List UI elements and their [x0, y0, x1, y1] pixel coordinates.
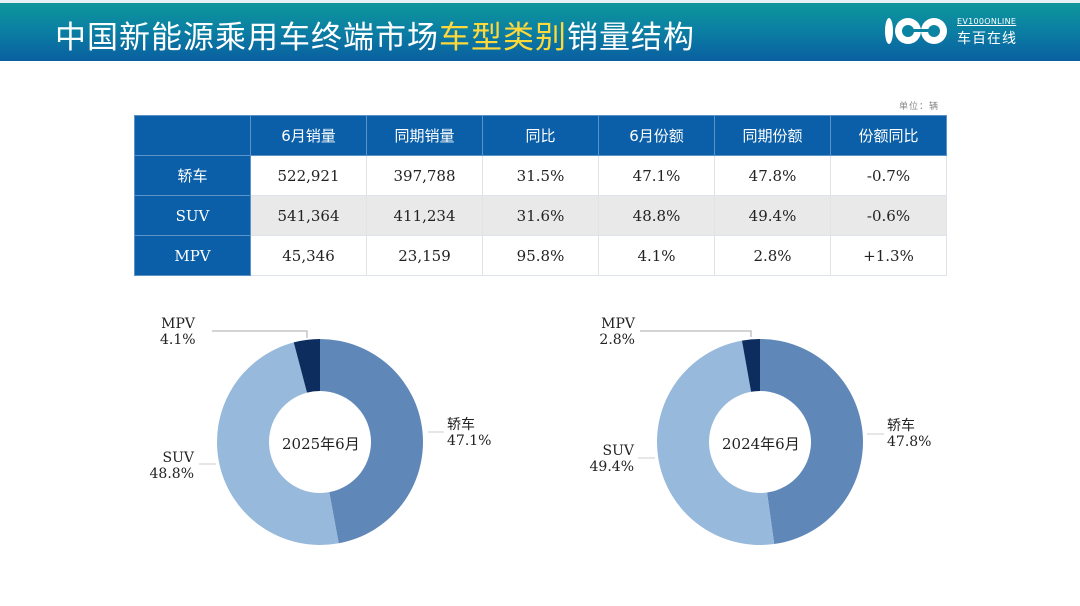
table-cell: 31.5%	[482, 155, 599, 196]
table-cell: -0.7%	[830, 155, 947, 196]
title-banner: 中国新能源乘用车终端市场车型类别销量结构 EV100ONLINE 车百在线	[0, 0, 1080, 61]
donut-slice-suv	[657, 340, 775, 545]
row-header: MPV	[134, 235, 251, 276]
table-cell: 522,921	[250, 155, 367, 196]
unit-label: 单位：辆	[899, 102, 940, 112]
table-row: 轿车 522,921 397,788 31.5% 47.1% 47.8% -0.…	[134, 155, 947, 196]
suv-label-2025: SUV 48.8%	[148, 450, 194, 482]
title-prefix: 中国新能源乘用车终端市场	[55, 20, 439, 56]
table-cell: 45,346	[250, 235, 367, 276]
header-cell: 同比	[482, 115, 599, 156]
mpv-label-2025: MPV 4.1%	[160, 316, 196, 348]
header-cell: 6月销量	[250, 115, 367, 156]
mpv-pct: 4.1%	[160, 332, 196, 348]
sales-table: 6月销量 同期销量 同比 6月份额 同期份额 份额同比 轿车 522,921 3…	[134, 115, 947, 276]
row-header: 轿车	[134, 155, 251, 196]
title-suffix: 销量结构	[567, 20, 695, 56]
logo-chinese-text: 车百在线	[957, 31, 1017, 47]
sedan-pct: 47.1%	[447, 433, 492, 449]
table-cell: 23,159	[366, 235, 483, 276]
header-cell	[134, 115, 251, 156]
title-highlight: 车型类别	[439, 20, 567, 56]
sedan-name: 轿车	[887, 418, 915, 434]
table-cell: +1.3%	[830, 235, 947, 276]
header-cell: 6月份额	[598, 115, 715, 156]
table-cell: 95.8%	[482, 235, 599, 276]
table-row: SUV 541,364 411,234 31.6% 48.8% 49.4% -0…	[134, 195, 947, 236]
donut-chart-2025: MPV 4.1% SUV 48.8% 轿车 47.1% 2025年6月	[148, 316, 491, 546]
sedan-label-2024: 轿车 47.8%	[887, 418, 931, 450]
donut-2024-slices	[657, 339, 863, 545]
header-cell: 同期销量	[366, 115, 483, 156]
brand-logo: EV100ONLINE 车百在线	[884, 13, 1024, 49]
donut-slice-mpv	[293, 339, 320, 393]
donut-slice-sedan	[320, 339, 423, 544]
mpv-name: MPV	[161, 316, 195, 332]
suv-label-2024: SUV 49.4%	[588, 443, 634, 475]
logo-mark-icon	[885, 18, 947, 44]
table-cell: 47.8%	[714, 155, 831, 196]
page-title: 中国新能源乘用车终端市场车型类别销量结构	[55, 12, 695, 57]
table-cell: 48.8%	[598, 195, 715, 236]
mpv-name: MPV	[601, 316, 635, 332]
donut-center-label-2025: 2025年6月	[282, 435, 360, 453]
mpv-label-2024: MPV 2.8%	[598, 316, 635, 348]
mpv-pct: 2.8%	[599, 332, 635, 348]
table-cell: 4.1%	[598, 235, 715, 276]
suv-pct: 49.4%	[589, 459, 634, 475]
table-cell: 47.1%	[598, 155, 715, 196]
sedan-label-2025: 轿车 47.1%	[447, 417, 491, 449]
sedan-pct: 47.8%	[887, 434, 932, 450]
header-cell: 份额同比	[830, 115, 947, 156]
table-cell: 49.4%	[714, 195, 831, 236]
donut-slice-suv	[216, 342, 339, 546]
row-header: SUV	[134, 195, 251, 236]
suv-name: SUV	[162, 450, 195, 466]
table-cell: 31.6%	[482, 195, 599, 236]
table-row: MPV 45,346 23,159 95.8% 4.1% 2.8% +1.3%	[134, 235, 947, 276]
logo-english-text: EV100ONLINE	[957, 17, 1017, 26]
table-cell: 2.8%	[714, 235, 831, 276]
table-cell: 411,234	[366, 195, 483, 236]
donut-slice-sedan	[760, 339, 863, 545]
table-header-row: 6月销量 同期销量 同比 6月份额 同期份额 份额同比	[134, 115, 947, 156]
donut-2025-slices	[216, 339, 423, 546]
donut-center-label-2024: 2024年6月	[722, 435, 800, 453]
donut-slice-mpv	[741, 339, 760, 392]
header-top-line	[0, 0, 1080, 3]
donut-2025-graphic	[199, 330, 444, 546]
sedan-name: 轿车	[447, 417, 475, 433]
suv-name: SUV	[602, 443, 635, 459]
suv-pct: 48.8%	[149, 466, 194, 482]
